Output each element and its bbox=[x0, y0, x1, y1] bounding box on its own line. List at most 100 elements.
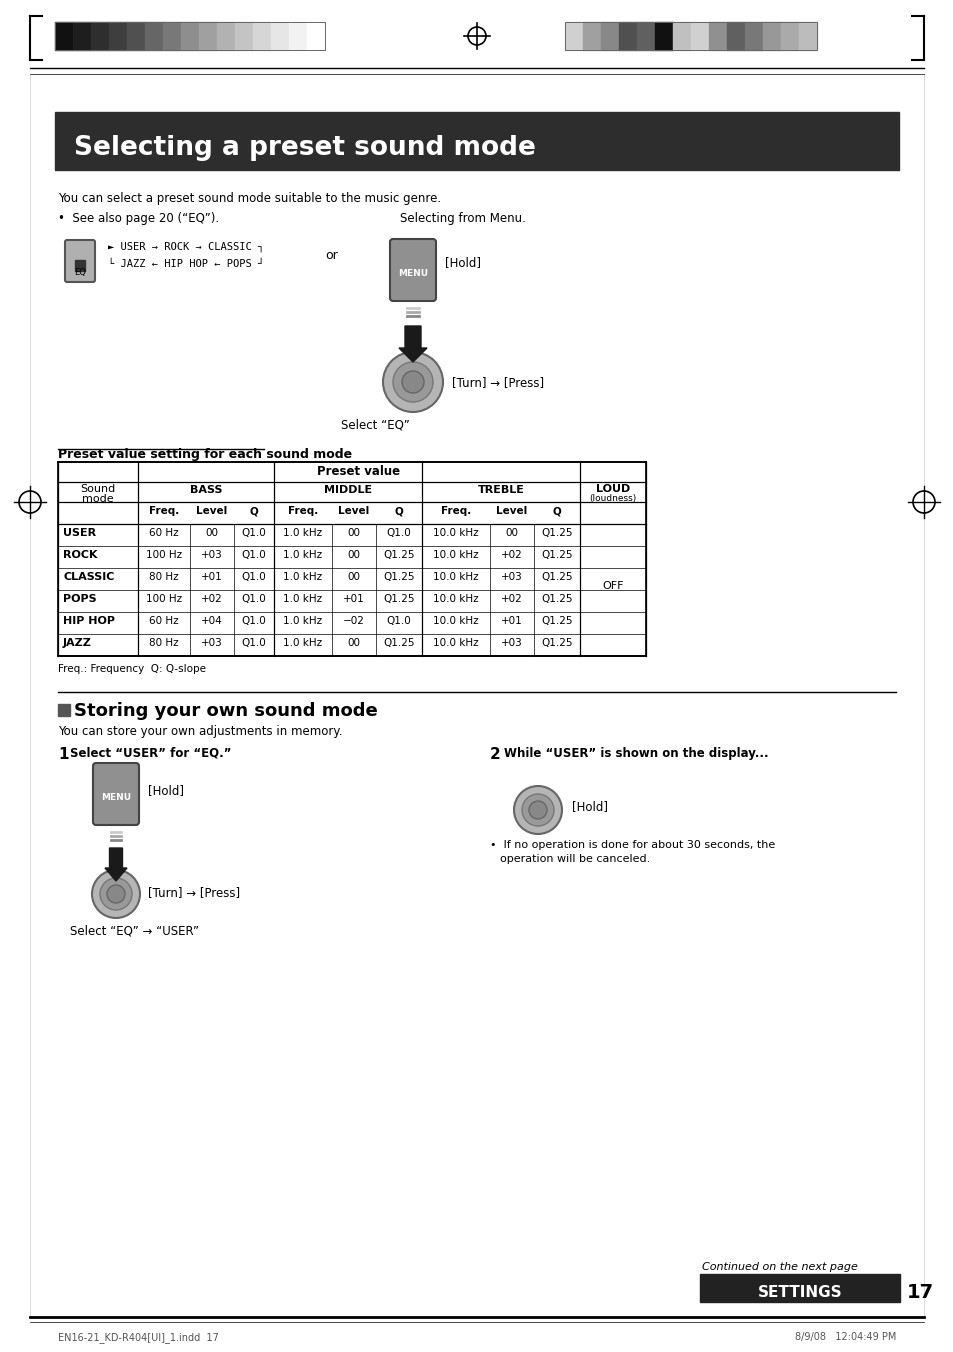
Text: 10.0 kHz: 10.0 kHz bbox=[433, 529, 478, 538]
Bar bbox=[145, 22, 163, 50]
Text: USER: USER bbox=[63, 529, 96, 538]
Text: +02: +02 bbox=[500, 550, 522, 560]
Circle shape bbox=[521, 794, 554, 826]
Text: 1.0 kHz: 1.0 kHz bbox=[283, 617, 322, 626]
Text: You can select a preset sound mode suitable to the music genre.: You can select a preset sound mode suita… bbox=[58, 192, 440, 206]
Text: Q1.25: Q1.25 bbox=[540, 572, 572, 581]
Bar bbox=[181, 22, 199, 50]
Text: Q: Q bbox=[250, 506, 258, 516]
Text: Sound: Sound bbox=[80, 484, 115, 493]
Text: [Hold]: [Hold] bbox=[148, 784, 184, 796]
Bar bbox=[564, 22, 816, 50]
Text: Level: Level bbox=[196, 506, 228, 516]
Text: Q: Q bbox=[552, 506, 560, 516]
Text: 00: 00 bbox=[505, 529, 518, 538]
Text: Select “USER” for “EQ.”: Select “USER” for “EQ.” bbox=[70, 748, 232, 760]
Text: └ JAZZ ← HIP HOP ← POPS ┘: └ JAZZ ← HIP HOP ← POPS ┘ bbox=[108, 260, 264, 269]
Text: +01: +01 bbox=[201, 572, 223, 581]
Text: Q1.0: Q1.0 bbox=[386, 529, 411, 538]
Text: mode: mode bbox=[82, 493, 113, 504]
Circle shape bbox=[91, 869, 140, 918]
Text: Preset value setting for each sound mode: Preset value setting for each sound mode bbox=[58, 448, 352, 461]
Bar bbox=[744, 22, 762, 50]
Circle shape bbox=[401, 370, 423, 393]
Bar bbox=[672, 22, 690, 50]
Bar bbox=[618, 22, 637, 50]
Text: EN16-21_KD-R404[UI]_1.indd  17: EN16-21_KD-R404[UI]_1.indd 17 bbox=[58, 1332, 218, 1343]
Bar bbox=[216, 22, 234, 50]
Bar bbox=[91, 22, 109, 50]
Bar bbox=[781, 22, 799, 50]
Text: Level: Level bbox=[496, 506, 527, 516]
Text: 10.0 kHz: 10.0 kHz bbox=[433, 594, 478, 604]
Bar bbox=[199, 22, 216, 50]
Text: Select “EQ” → “USER”: Select “EQ” → “USER” bbox=[70, 923, 199, 937]
Text: 2: 2 bbox=[490, 748, 500, 763]
Text: 10.0 kHz: 10.0 kHz bbox=[433, 572, 478, 581]
Text: While “USER” is shown on the display...: While “USER” is shown on the display... bbox=[503, 748, 768, 760]
Text: •  See also page 20 (“EQ”).: • See also page 20 (“EQ”). bbox=[58, 212, 219, 224]
Text: Level: Level bbox=[338, 506, 369, 516]
Text: Freq.: Frequency  Q: Q-slope: Freq.: Frequency Q: Q-slope bbox=[58, 664, 206, 675]
FancyBboxPatch shape bbox=[65, 241, 95, 283]
Text: +04: +04 bbox=[201, 617, 223, 626]
Circle shape bbox=[529, 800, 546, 819]
Text: operation will be canceled.: operation will be canceled. bbox=[499, 854, 650, 864]
Text: Q1.25: Q1.25 bbox=[383, 594, 415, 604]
Text: Q: Q bbox=[395, 506, 403, 516]
Text: 100 Hz: 100 Hz bbox=[146, 594, 182, 604]
Text: +03: +03 bbox=[500, 572, 522, 581]
Text: Q1.25: Q1.25 bbox=[540, 594, 572, 604]
Text: +02: +02 bbox=[500, 594, 522, 604]
Text: 80 Hz: 80 Hz bbox=[149, 638, 178, 648]
Text: ROCK: ROCK bbox=[63, 550, 97, 560]
Text: 00: 00 bbox=[347, 529, 360, 538]
Text: Q1.0: Q1.0 bbox=[241, 638, 266, 648]
Text: Q1.25: Q1.25 bbox=[383, 638, 415, 648]
Text: 00: 00 bbox=[347, 550, 360, 560]
Text: LOUD: LOUD bbox=[596, 484, 630, 493]
Text: 00: 00 bbox=[205, 529, 218, 538]
Text: +03: +03 bbox=[201, 550, 223, 560]
Text: Freq.: Freq. bbox=[440, 506, 471, 516]
Bar bbox=[127, 22, 145, 50]
Text: •  If no operation is done for about 30 seconds, the: • If no operation is done for about 30 s… bbox=[490, 840, 775, 850]
Text: 17: 17 bbox=[905, 1283, 933, 1302]
Text: 1.0 kHz: 1.0 kHz bbox=[283, 638, 322, 648]
Bar bbox=[234, 22, 253, 50]
Text: ► USER → ROCK → CLASSIC ┐: ► USER → ROCK → CLASSIC ┐ bbox=[108, 241, 264, 251]
Text: Q1.25: Q1.25 bbox=[383, 550, 415, 560]
Text: +01: +01 bbox=[343, 594, 364, 604]
Text: SETTINGS: SETTINGS bbox=[757, 1284, 841, 1301]
Circle shape bbox=[514, 786, 561, 834]
Text: +02: +02 bbox=[201, 594, 223, 604]
Text: Freq.: Freq. bbox=[288, 506, 317, 516]
Text: 60 Hz: 60 Hz bbox=[149, 617, 178, 626]
Text: Q1.0: Q1.0 bbox=[241, 550, 266, 560]
Text: [Turn] → [Press]: [Turn] → [Press] bbox=[148, 886, 240, 899]
Text: EQ: EQ bbox=[74, 268, 86, 277]
Text: 1.0 kHz: 1.0 kHz bbox=[283, 594, 322, 604]
Bar bbox=[726, 22, 744, 50]
Bar bbox=[55, 112, 898, 170]
Text: Continued on the next page: Continued on the next page bbox=[701, 1261, 857, 1272]
Text: Storing your own sound mode: Storing your own sound mode bbox=[74, 702, 377, 721]
Text: BASS: BASS bbox=[190, 485, 222, 495]
Text: 00: 00 bbox=[347, 572, 360, 581]
Text: OFF: OFF bbox=[601, 581, 623, 591]
Text: (loudness): (loudness) bbox=[589, 493, 636, 503]
Bar bbox=[799, 22, 816, 50]
Text: CLASSIC: CLASSIC bbox=[63, 572, 114, 581]
Text: 100 Hz: 100 Hz bbox=[146, 550, 182, 560]
Text: You can store your own adjustments in memory.: You can store your own adjustments in me… bbox=[58, 725, 342, 738]
Text: Q1.0: Q1.0 bbox=[241, 594, 266, 604]
Text: 1.0 kHz: 1.0 kHz bbox=[283, 529, 322, 538]
Text: Preset value: Preset value bbox=[317, 465, 400, 479]
Text: Select “EQ”: Select “EQ” bbox=[340, 418, 409, 431]
Bar bbox=[307, 22, 325, 50]
Text: [Turn] → [Press]: [Turn] → [Press] bbox=[452, 376, 543, 389]
Bar bbox=[55, 22, 325, 50]
Text: 10.0 kHz: 10.0 kHz bbox=[433, 638, 478, 648]
Bar bbox=[655, 22, 672, 50]
Bar bbox=[109, 22, 127, 50]
